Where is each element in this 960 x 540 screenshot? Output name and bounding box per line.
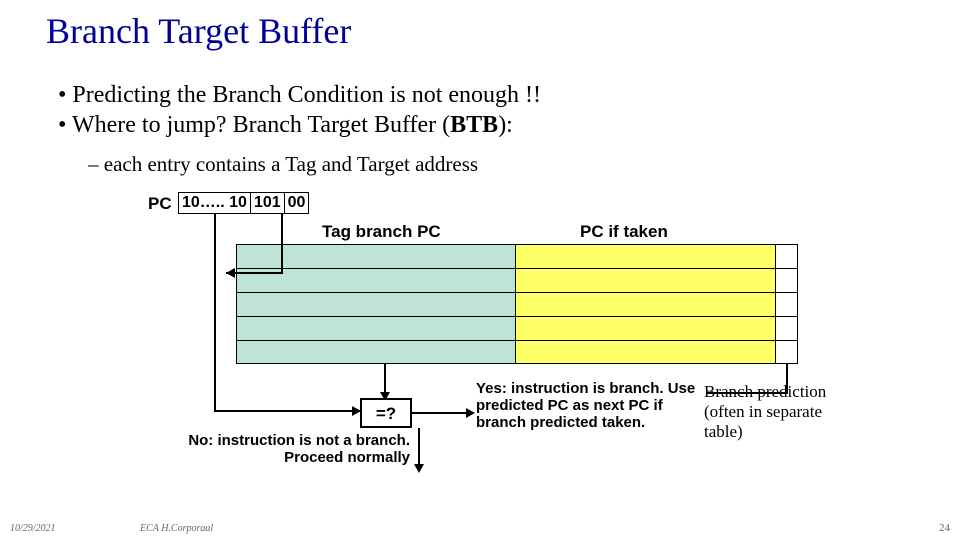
btb-tag-cell: [236, 316, 516, 340]
yes-branch-text: Yes: instruction is branch. Use predicte…: [476, 380, 698, 431]
pc-cell-mid: 101: [251, 192, 285, 214]
btb-pred-cell: [776, 340, 798, 364]
btb-pred-cell: [776, 292, 798, 316]
btb-row: [236, 316, 798, 340]
btb-tag-cell: [236, 340, 516, 364]
slide-title: Branch Target Buffer: [46, 10, 351, 52]
bullet-2-bold: BTB: [450, 112, 498, 138]
btb-row: [236, 292, 798, 316]
btb-target-cell: [516, 340, 776, 364]
bullet-2-prefix: • Where to jump? Branch Target Buffer (: [58, 112, 450, 138]
btb-row: [236, 244, 798, 268]
column-header-target: PC if taken: [580, 222, 668, 242]
btb-row: [236, 340, 798, 364]
pc-register: 10….. 10 101 00: [178, 192, 309, 214]
bullet-1: • Predicting the Branch Condition is not…: [58, 82, 541, 109]
btb-pred-cell: [776, 268, 798, 292]
footer-date: 10/29/2021: [10, 523, 56, 534]
no-branch-text: No: instruction is not a branch. Proceed…: [170, 432, 410, 466]
column-header-tag: Tag branch PC: [322, 222, 441, 242]
arrow-cmp-no: [414, 464, 424, 473]
btb-target-cell: [516, 268, 776, 292]
bullet-2: • Where to jump? Branch Target Buffer (B…: [58, 112, 513, 139]
prediction-note: Branch prediction (often in separate tab…: [704, 382, 854, 442]
comparator: =?: [360, 398, 412, 428]
btb-pred-cell: [776, 316, 798, 340]
line-cmp-yes: [412, 412, 468, 414]
line-index-down: [281, 214, 283, 274]
btb-target-cell: [516, 292, 776, 316]
bullet-2-suffix: ):: [498, 112, 513, 138]
line-tag-down: [214, 214, 216, 412]
footer-page-number: 24: [939, 522, 950, 534]
pc-cell-high: 10….. 10: [178, 192, 251, 214]
pc-cell-low: 00: [285, 192, 310, 214]
footer-author: ECA H.Corporaal: [140, 523, 213, 534]
btb-target-cell: [516, 316, 776, 340]
sub-bullet: – each entry contains a Tag and Target a…: [88, 152, 478, 177]
btb-table: [236, 244, 798, 364]
btb-tag-cell: [236, 292, 516, 316]
btb-pred-cell: [776, 244, 798, 268]
pc-label: PC: [148, 194, 172, 214]
arrow-cmp-yes: [466, 408, 475, 418]
arrow-index: [226, 268, 235, 278]
line-tag-horiz: [214, 410, 360, 412]
btb-tag-cell: [236, 244, 516, 268]
btb-row: [236, 268, 798, 292]
btb-target-cell: [516, 244, 776, 268]
